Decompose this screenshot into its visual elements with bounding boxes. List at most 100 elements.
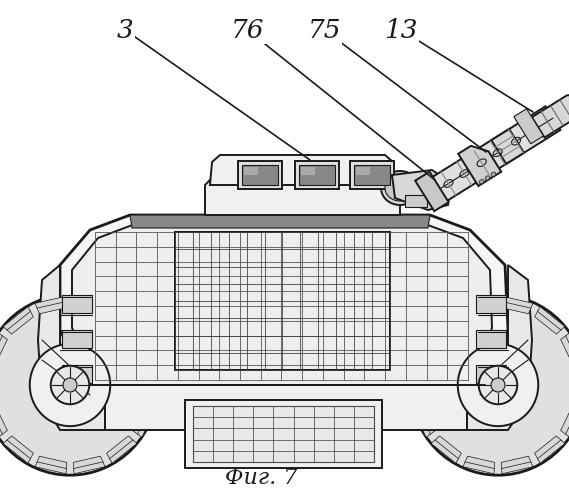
Polygon shape (74, 462, 105, 474)
Bar (295, 161, 339, 189)
Polygon shape (566, 332, 569, 363)
Polygon shape (138, 407, 156, 438)
Polygon shape (110, 306, 137, 330)
Bar (476, 295, 506, 313)
Polygon shape (3, 440, 30, 464)
Ellipse shape (491, 172, 496, 176)
Polygon shape (413, 407, 430, 438)
Polygon shape (106, 436, 134, 460)
Ellipse shape (410, 295, 569, 475)
Ellipse shape (385, 175, 415, 201)
Polygon shape (535, 436, 562, 460)
Polygon shape (465, 300, 494, 314)
Polygon shape (152, 369, 158, 401)
Polygon shape (463, 296, 494, 308)
Polygon shape (415, 370, 422, 400)
Polygon shape (210, 155, 395, 185)
Polygon shape (423, 106, 560, 207)
Bar (244, 167, 258, 175)
Bar (476, 330, 506, 348)
Polygon shape (37, 456, 67, 469)
Ellipse shape (381, 171, 419, 205)
Bar (476, 365, 506, 383)
Polygon shape (535, 310, 562, 334)
Ellipse shape (485, 176, 490, 180)
Bar (350, 161, 394, 189)
Polygon shape (6, 310, 34, 334)
Text: Фиг. 7: Фиг. 7 (225, 466, 298, 488)
Polygon shape (0, 406, 7, 434)
Polygon shape (73, 456, 103, 469)
Polygon shape (434, 436, 461, 460)
Polygon shape (6, 436, 34, 460)
Polygon shape (0, 407, 2, 438)
Polygon shape (434, 310, 461, 334)
Ellipse shape (51, 366, 89, 404)
Polygon shape (74, 296, 105, 308)
Bar (62, 295, 92, 313)
Text: 3: 3 (117, 18, 134, 42)
Ellipse shape (30, 344, 110, 426)
Polygon shape (560, 336, 569, 364)
Polygon shape (413, 332, 430, 363)
Bar (242, 165, 278, 185)
Bar (238, 161, 282, 189)
Polygon shape (138, 332, 156, 363)
Polygon shape (392, 170, 450, 210)
Polygon shape (72, 224, 492, 396)
Polygon shape (465, 265, 532, 430)
Polygon shape (431, 440, 459, 464)
Polygon shape (133, 336, 151, 364)
Bar (405, 195, 427, 207)
Polygon shape (502, 462, 533, 474)
Polygon shape (465, 456, 494, 469)
Ellipse shape (0, 295, 158, 475)
Polygon shape (133, 406, 151, 434)
Polygon shape (566, 407, 569, 438)
Polygon shape (415, 172, 448, 211)
Ellipse shape (63, 378, 77, 392)
Polygon shape (538, 306, 565, 330)
Polygon shape (73, 300, 103, 314)
Polygon shape (193, 406, 374, 462)
Bar (299, 165, 335, 185)
Polygon shape (35, 462, 67, 474)
Polygon shape (501, 456, 531, 469)
Polygon shape (205, 175, 400, 215)
Text: 75: 75 (308, 18, 341, 42)
Polygon shape (37, 300, 67, 314)
Polygon shape (417, 336, 435, 364)
Polygon shape (411, 369, 416, 401)
Polygon shape (185, 400, 382, 468)
Polygon shape (130, 215, 430, 228)
Bar (354, 165, 390, 185)
Bar (62, 365, 92, 383)
Bar (62, 330, 92, 348)
Polygon shape (38, 265, 105, 430)
Polygon shape (463, 462, 494, 474)
Polygon shape (3, 306, 30, 330)
Polygon shape (458, 146, 501, 186)
Polygon shape (417, 406, 435, 434)
Ellipse shape (457, 344, 538, 426)
Text: 76: 76 (231, 18, 264, 42)
Polygon shape (538, 440, 565, 464)
Polygon shape (110, 440, 137, 464)
Polygon shape (146, 370, 153, 400)
Polygon shape (105, 385, 467, 430)
Polygon shape (431, 306, 459, 330)
Bar (356, 167, 370, 175)
Polygon shape (514, 108, 543, 144)
Ellipse shape (479, 366, 517, 404)
Text: 13: 13 (385, 18, 418, 42)
Polygon shape (0, 332, 2, 363)
Polygon shape (0, 336, 7, 364)
Bar (301, 167, 315, 175)
Ellipse shape (479, 180, 484, 184)
Polygon shape (35, 296, 67, 308)
Ellipse shape (491, 378, 505, 392)
Polygon shape (560, 406, 569, 434)
Polygon shape (502, 296, 533, 308)
Polygon shape (106, 310, 134, 334)
Polygon shape (501, 300, 531, 314)
